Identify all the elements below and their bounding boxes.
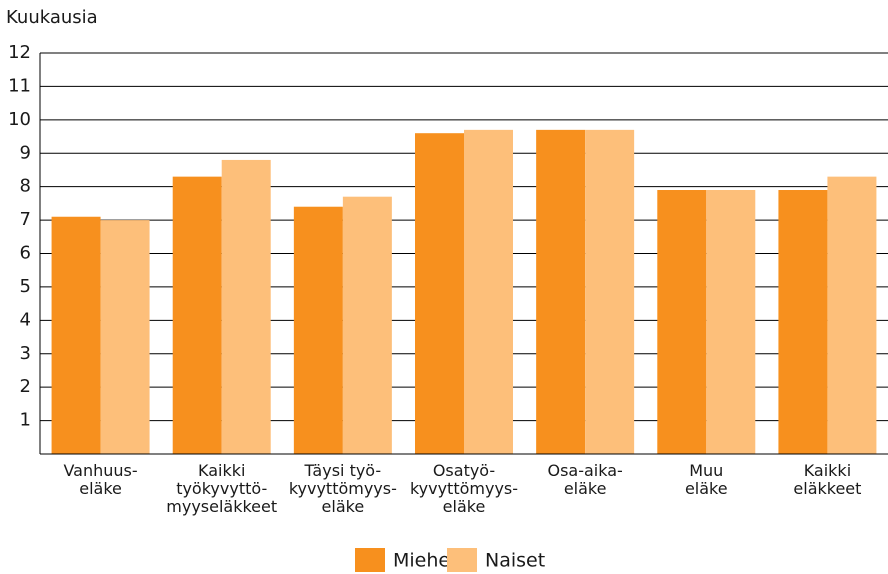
x-tick-label: Kaikki eläkkeet xyxy=(793,461,861,498)
y-axis-label: Kuukausia xyxy=(6,7,98,28)
bar xyxy=(51,216,101,454)
bar xyxy=(342,196,392,455)
legend-label: Miehet xyxy=(393,550,458,572)
x-tick-label: Vanhuus-eläke xyxy=(63,461,137,498)
bar xyxy=(778,190,828,454)
y-tick-label: 9 xyxy=(20,142,31,163)
legend-label: Naiset xyxy=(485,550,545,572)
y-tick-label: 12 xyxy=(8,42,31,63)
y-tick-label: 4 xyxy=(20,309,31,330)
bar xyxy=(293,206,343,454)
bar xyxy=(827,176,877,454)
bar xyxy=(221,159,271,454)
y-tick-label: 5 xyxy=(20,276,31,297)
y-tick-label: 10 xyxy=(8,109,31,130)
bar xyxy=(657,190,707,454)
y-tick-label: 7 xyxy=(20,209,31,230)
y-tick-label: 6 xyxy=(20,243,31,264)
bar xyxy=(536,129,586,454)
x-tick-label: Kaikki työkyvyttö-myyseläkkeet xyxy=(166,461,277,516)
y-tick-label: 1 xyxy=(20,410,31,431)
y-tick-label: 8 xyxy=(20,176,31,197)
x-tick-label: Osa-aika-eläke xyxy=(547,461,622,498)
x-tick-label: Täysi työ-kyvyttömyys-eläke xyxy=(289,461,397,516)
bar xyxy=(464,129,513,454)
bar xyxy=(706,190,756,454)
bar xyxy=(585,129,635,454)
legend-swatch xyxy=(355,548,385,572)
x-tick-label: Osatyö-kyvyttömyys-eläke xyxy=(410,461,518,516)
x-tick-label: Muu eläke xyxy=(685,461,728,498)
bar xyxy=(172,176,222,454)
bar xyxy=(100,220,150,454)
bar xyxy=(415,133,464,454)
y-tick-label: 11 xyxy=(8,75,31,96)
y-tick-label: 2 xyxy=(20,376,31,397)
y-tick-label: 3 xyxy=(20,343,31,364)
legend-swatch xyxy=(447,548,477,572)
